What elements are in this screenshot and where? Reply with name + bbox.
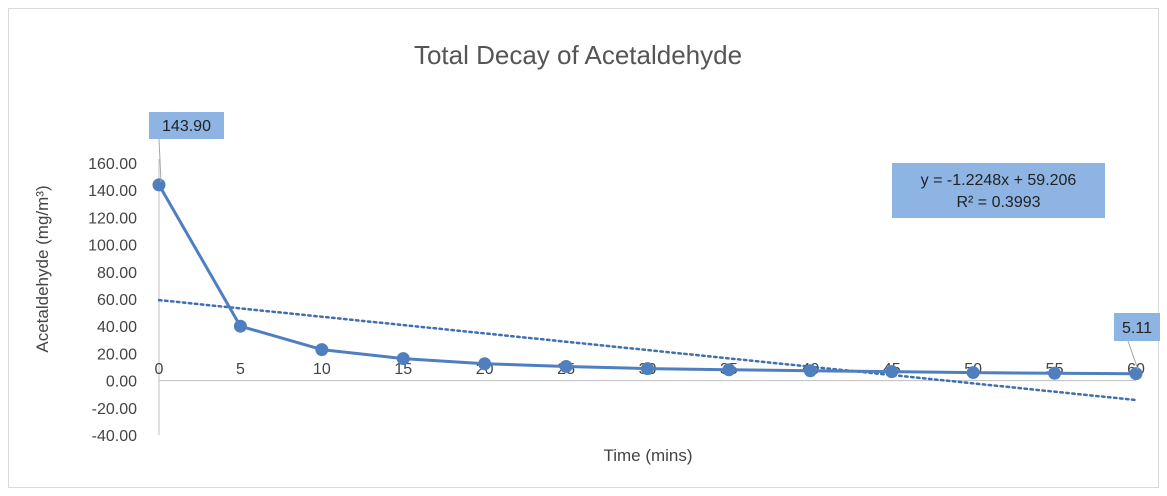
trendline-equation: y = -1.2248x + 59.206 [921,172,1077,189]
data-label-callout: 5.11 [1114,313,1160,370]
x-axis-label: Time (mins) [603,446,692,465]
trendline-r-squared: R² = 0.3993 [956,194,1040,211]
x-tick-label: 0 [155,361,164,378]
y-tick-label: 0.00 [106,374,137,391]
callout-box [149,112,224,139]
trendline [157,298,1138,402]
x-tick-label: 15 [394,361,412,378]
y-tick-label: 100.00 [88,238,137,255]
trendline-layer [157,298,1138,402]
chart-frame [8,8,1159,488]
x-tick-label: 5 [236,361,245,378]
data-point [803,364,817,378]
data-point [966,366,980,380]
labels-layer: 143.90 5.11 y = -1.2248x + 59.206 R² = 0.39… [149,112,1160,370]
y-tick-label: 140.00 [88,183,137,200]
callout-leader [1127,340,1139,370]
data-point [1129,367,1143,381]
y-tick-label: -40.00 [92,428,137,445]
y-axis-label: Acetaldehyde (mg/m³) [33,185,52,352]
data-point [233,319,247,333]
callout-leader [158,138,162,182]
y-tick-label: 160.00 [88,156,137,173]
data-point [559,359,573,373]
data-label: 5.11 [1122,320,1152,337]
y-tick-label: 60.00 [97,292,137,309]
data-point [722,363,736,377]
y-tick-label: 40.00 [97,319,137,336]
data-point [885,365,899,379]
data-point [396,352,410,366]
chart-title: Total Decay of Acetaldehyde [414,40,742,70]
y-tick-label: 80.00 [97,265,137,282]
callout-box [1114,313,1160,341]
y-tick-label: -20.00 [92,401,137,418]
x-tick-label: 10 [313,361,331,378]
data-point [152,178,166,192]
data-point [478,357,492,371]
series-layer [152,178,1143,381]
data-label: 143.90 [162,118,211,135]
data-point [641,362,654,376]
data-point [1048,366,1062,380]
equation-box [892,163,1105,218]
y-tick-label: 120.00 [88,210,137,227]
y-tick-label: 20.00 [97,346,137,363]
trendline-equation-box: y = -1.2248x + 59.206 R² = 0.3993 [892,163,1105,218]
data-point [315,343,329,357]
data-label-callout: 143.90 [149,112,224,182]
